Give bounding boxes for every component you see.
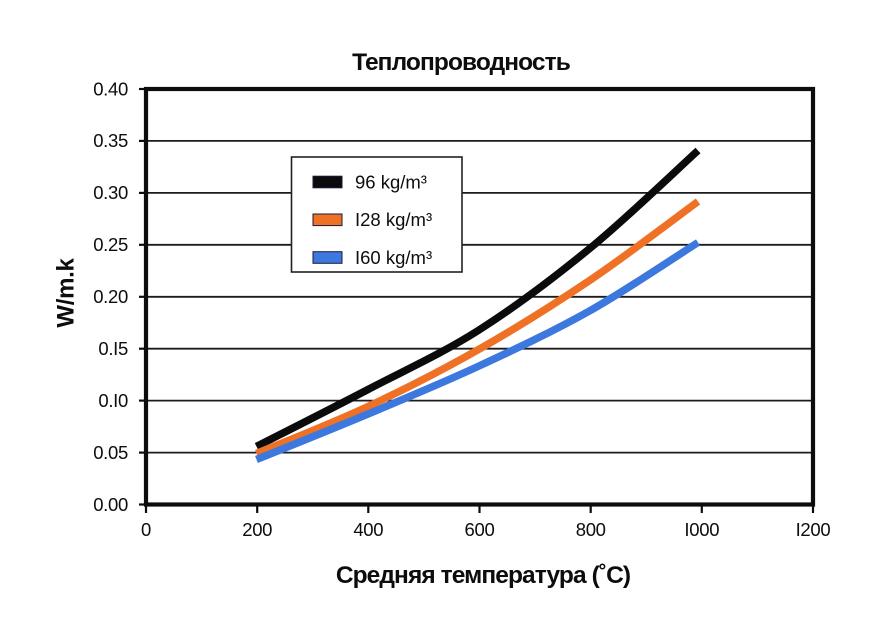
svg-text:0.00: 0.00	[93, 494, 128, 515]
svg-text:W/m.k: W/m.k	[53, 257, 80, 327]
svg-text:0.I0: 0.I0	[98, 390, 128, 411]
svg-text:800: 800	[576, 519, 606, 540]
svg-text:0.20: 0.20	[93, 286, 128, 307]
svg-text:200: 200	[242, 519, 272, 540]
svg-text:0.05: 0.05	[93, 442, 128, 463]
svg-text:400: 400	[353, 519, 383, 540]
svg-text:96 kg/m³: 96 kg/m³	[355, 171, 427, 192]
svg-text:Средняя температура (˚C): Средняя температура (˚C)	[336, 562, 630, 589]
svg-text:600: 600	[465, 519, 495, 540]
svg-text:I000: I000	[684, 519, 719, 540]
svg-text:0.35: 0.35	[93, 130, 128, 151]
svg-text:0.I5: 0.I5	[98, 338, 128, 359]
svg-text:0.40: 0.40	[93, 78, 128, 99]
svg-text:I28 kg/m³: I28 kg/m³	[355, 209, 432, 230]
svg-text:0.30: 0.30	[93, 182, 128, 203]
svg-text:0.25: 0.25	[93, 234, 128, 255]
svg-text:0: 0	[141, 519, 151, 540]
svg-text:I60 kg/m³: I60 kg/m³	[355, 247, 432, 268]
svg-text:I200: I200	[796, 519, 831, 540]
svg-text:Теплопроводность: Теплопроводность	[352, 49, 571, 76]
